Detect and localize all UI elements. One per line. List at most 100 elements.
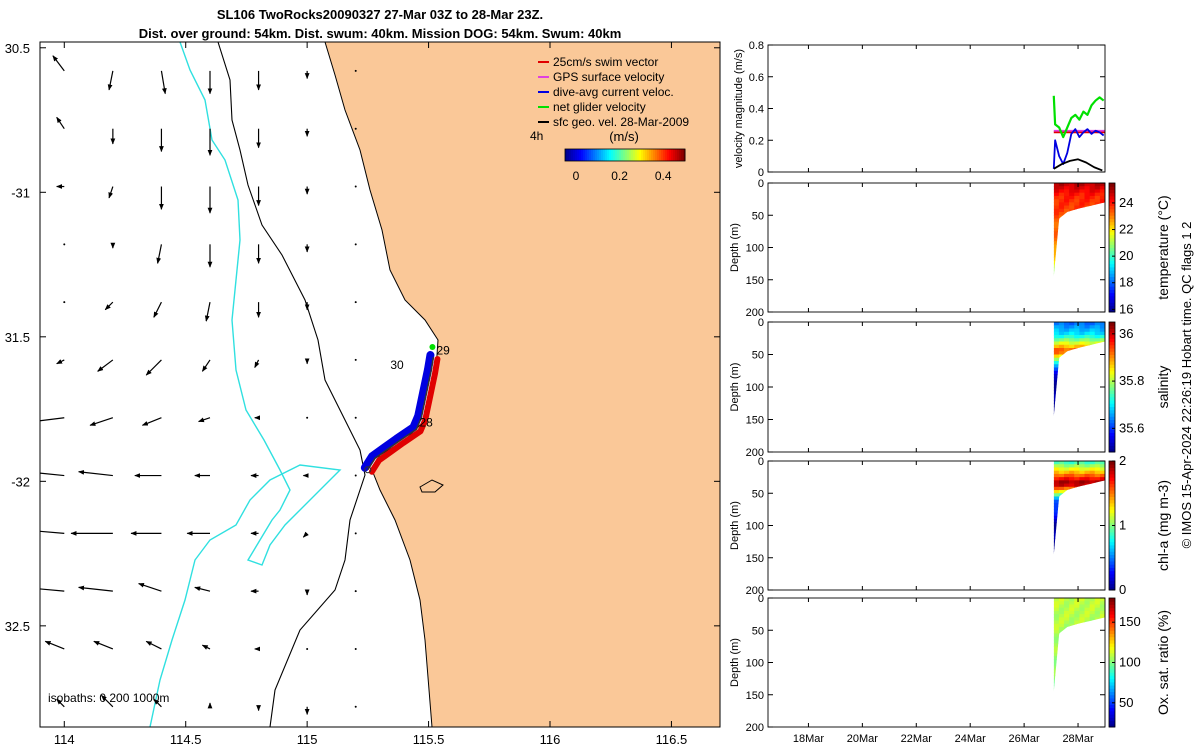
section-cell	[1099, 186, 1105, 191]
y-tick-label: 100	[746, 658, 764, 670]
colorbar-cell	[565, 149, 568, 161]
geo-vector	[156, 244, 163, 264]
section-cell	[1094, 183, 1101, 187]
section-cell	[1099, 195, 1105, 200]
section-cell	[1094, 598, 1101, 602]
map-y-tick-label: 31.5	[5, 330, 30, 345]
section-cell	[1079, 480, 1086, 485]
colorbar-cell	[1109, 279, 1115, 284]
section-cell	[1079, 607, 1086, 612]
colorbar-cell	[1109, 231, 1115, 236]
colorbar-cell	[1109, 519, 1115, 523]
section-cell	[1069, 617, 1075, 622]
colorbar-tick-label: 100	[1119, 655, 1141, 670]
section-cell	[1064, 331, 1070, 336]
section-cell	[1053, 189, 1060, 194]
colorbar-cell	[1109, 218, 1115, 223]
y-tick-label: 150	[746, 275, 764, 287]
colorbar-tick-label: 35.6	[1119, 420, 1144, 435]
section-cell	[1084, 601, 1091, 606]
section-cell	[1053, 202, 1060, 207]
colorbar-cell	[1109, 224, 1115, 229]
colorbar-cell	[1109, 445, 1115, 450]
section-cell	[1079, 467, 1086, 472]
colorbar-tick-label: 16	[1119, 301, 1133, 316]
map-y-tick-label: -31	[11, 185, 30, 200]
section-cell	[1079, 331, 1086, 336]
colorbar-cell	[617, 149, 620, 161]
section-cell	[1069, 192, 1075, 197]
section-cell	[1069, 202, 1075, 207]
colorbar-cell	[663, 149, 666, 161]
colorbar-cell	[1109, 257, 1115, 261]
colorbar-cell	[1109, 199, 1115, 203]
panel-frame	[767, 321, 1106, 453]
section-cell	[1089, 199, 1096, 203]
geo-vector	[354, 590, 357, 593]
section-cell	[1069, 614, 1075, 618]
colorbar-cell	[1109, 506, 1115, 510]
section-cell	[1064, 183, 1070, 187]
section-cell	[1064, 338, 1070, 343]
section-cell	[1053, 617, 1060, 622]
section-cell	[1079, 601, 1086, 606]
colorbar-cell	[1109, 723, 1115, 728]
colorbar-cell	[1109, 538, 1115, 543]
section-cell	[1058, 486, 1065, 491]
colorbar-label: Ox. sat. ratio (%)	[1155, 610, 1171, 715]
y-tick-label: 100	[746, 521, 764, 533]
colorbar-cell	[1109, 694, 1115, 699]
section-cell	[1058, 480, 1065, 485]
section-cell	[1058, 212, 1065, 216]
map-x-tick-label: 114.5	[170, 732, 202, 747]
section-cell	[1084, 202, 1091, 207]
colorbar-cell	[1109, 704, 1115, 709]
section-cell	[1064, 617, 1070, 622]
colorbar-cell	[567, 149, 570, 161]
section-cell	[1084, 192, 1091, 197]
section-cell	[1074, 607, 1080, 612]
colorbar-cell	[1109, 486, 1115, 491]
section-cell	[1053, 499, 1060, 504]
colorbar-cell	[1109, 432, 1115, 437]
section-cell	[1094, 189, 1101, 194]
section-cell	[1053, 623, 1060, 628]
section-cell	[1064, 192, 1070, 197]
series-line-geo	[1053, 158, 1103, 172]
section-cell	[1094, 338, 1101, 343]
section-cell	[1053, 218, 1060, 223]
section-cell	[1089, 470, 1096, 475]
map-x-tick-label: 114	[54, 732, 75, 747]
y-tick-label: 100	[746, 382, 764, 394]
section-cell	[1053, 183, 1060, 187]
colorbar-cell	[1109, 322, 1115, 326]
y-axis-label: Depth (m)	[729, 223, 741, 272]
colorbar-cell	[665, 149, 668, 161]
colorbar-cell	[615, 149, 618, 161]
colorbar-cell	[1109, 435, 1115, 440]
section-cell	[1058, 325, 1065, 330]
section-cell	[1053, 231, 1060, 236]
chart-title-line1: SL106 TwoRocks20090327 27-Mar 03Z to 28-…	[216, 7, 544, 22]
section-cell	[1084, 467, 1091, 472]
section-cell	[1079, 461, 1086, 465]
section-cell	[1053, 643, 1060, 647]
section-cell	[1058, 186, 1065, 191]
legend-entry: GPS surface velocity	[553, 70, 664, 84]
section-cell	[1089, 331, 1096, 336]
section-cell	[1074, 335, 1080, 339]
section-cell	[1094, 464, 1101, 469]
section-cell	[1084, 341, 1091, 346]
geo-vector	[141, 417, 162, 426]
y-tick-label: 0	[758, 167, 764, 179]
colorbar-cell	[1109, 195, 1115, 200]
section-cell	[1064, 208, 1070, 213]
section-cell	[1084, 598, 1091, 602]
section-cell	[1058, 331, 1065, 336]
section-cell	[1053, 325, 1060, 330]
section-cell	[1064, 601, 1070, 606]
section-cell	[1058, 208, 1065, 213]
colorbar-cell	[1109, 276, 1115, 281]
colorbar-cell	[625, 149, 628, 161]
